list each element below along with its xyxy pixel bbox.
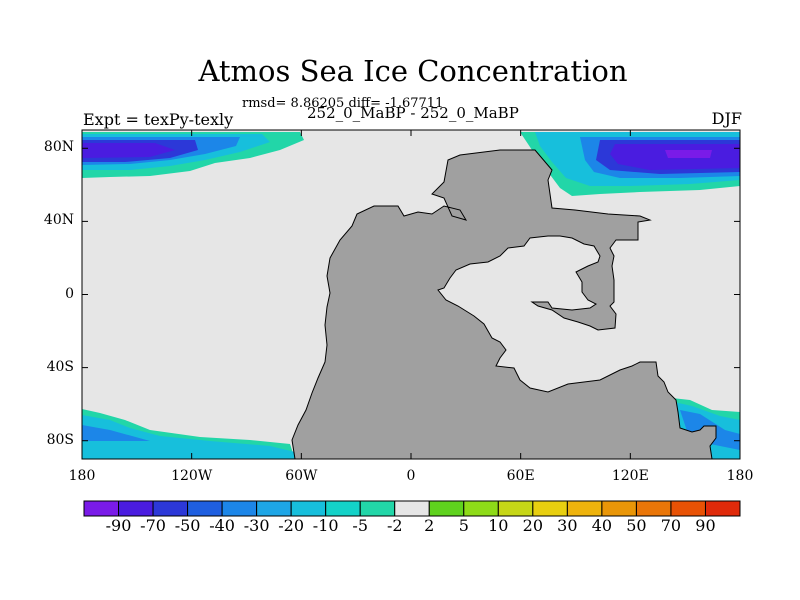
colorbar-swatch — [670, 500, 706, 517]
season-label: DJF — [711, 109, 742, 128]
colorbar-swatch — [635, 500, 672, 517]
colorbar-label: -30 — [243, 516, 270, 535]
colorbar-label: -5 — [352, 516, 368, 535]
colorbar — [83, 500, 741, 517]
colorbar-label: -50 — [174, 516, 201, 535]
lat-label: 80N — [43, 139, 74, 156]
lat-label: 40S — [46, 358, 74, 375]
colorbar-swatch — [187, 500, 223, 517]
ice-anomaly-arctic-east-max — [665, 150, 712, 158]
colorbar-label: 10 — [488, 516, 509, 535]
lon-label: 180 — [68, 468, 96, 484]
experiment-label: Expt = texPy-texly — [83, 110, 234, 129]
map-tick-marks — [81, 130, 741, 459]
colorbar-label: -70 — [140, 516, 166, 535]
colorbar-label: 2 — [424, 516, 435, 535]
lat-label: 80S — [46, 431, 74, 448]
lon-label: 60E — [506, 468, 535, 484]
colorbar-label: 20 — [522, 516, 543, 535]
lon-label: 0 — [406, 468, 416, 484]
colorbar-swatch — [290, 500, 327, 517]
colorbar-label: 50 — [626, 516, 647, 535]
lat-label: 40N — [43, 212, 74, 229]
colorbar-swatch — [359, 500, 396, 517]
colorbar-swatch — [463, 500, 499, 517]
colorbar-label: -90 — [105, 516, 132, 535]
colorbar-swatch — [704, 500, 741, 517]
colorbar-label: 70 — [660, 516, 682, 535]
colorbar-swatch — [152, 500, 189, 517]
colorbar-swatch — [601, 500, 637, 517]
colorbar-label: -10 — [312, 516, 339, 535]
colorbar-swatch — [566, 500, 603, 517]
lon-label: 180 — [726, 468, 754, 484]
colorbar-swatch — [394, 500, 430, 517]
lon-label: 120E — [611, 468, 649, 484]
colorbar-swatch — [532, 500, 568, 517]
colorbar-label: 90 — [695, 516, 716, 535]
colorbar-label: 40 — [591, 516, 613, 535]
ice-anomaly-antarctic-west-blue — [82, 425, 150, 441]
ice-anomaly-arctic-west-core — [82, 143, 175, 158]
colorbar-swatch — [83, 500, 120, 517]
lat-label: 0 — [65, 285, 74, 302]
colorbar-swatch — [497, 500, 534, 517]
colorbar-swatch — [325, 500, 361, 517]
colorbar-label: 30 — [557, 516, 578, 535]
colorbar-label: -40 — [209, 516, 235, 535]
figure-title: Atmos Sea Ice Concentration — [198, 54, 628, 88]
landmass-pangaea — [291, 149, 717, 459]
subtitle-label: 252_0_MaBP - 252_0_MaBP — [307, 104, 519, 122]
colorbar-swatch — [256, 500, 292, 517]
colorbar-label: -20 — [278, 516, 305, 535]
lon-label: 60W — [285, 468, 318, 484]
lon-label: 120W — [171, 468, 213, 484]
ice-anomaly-antarctic-west-cyan — [82, 415, 295, 459]
colorbar-swatch — [428, 500, 465, 517]
colorbar-swatch — [221, 500, 258, 517]
colorbar-swatch — [118, 500, 154, 517]
colorbar-label: -2 — [386, 516, 403, 535]
stats-label: rmsd= 8.86205 diff= -1.67711 — [242, 96, 444, 111]
colorbar-label: 5 — [458, 516, 469, 535]
